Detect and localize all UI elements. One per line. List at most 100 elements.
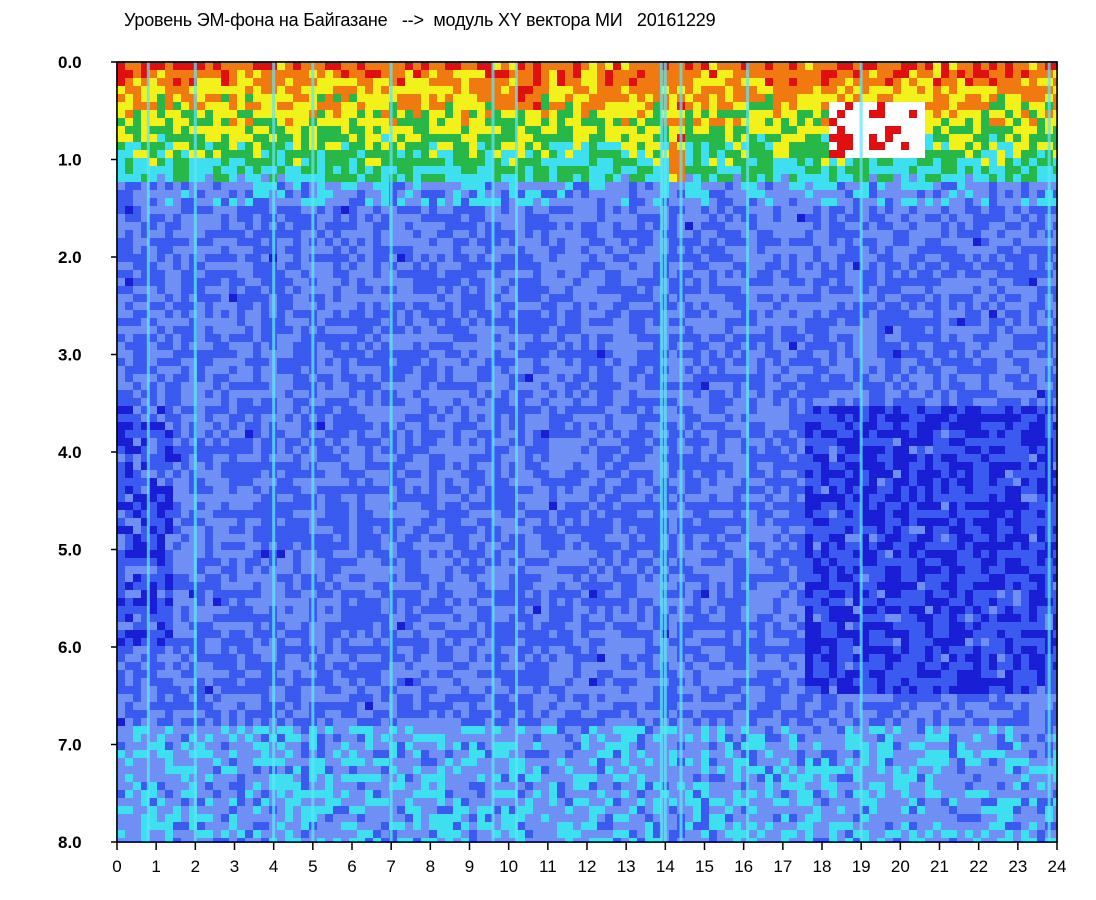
heatmap-cell [957, 326, 965, 334]
heatmap-cell [741, 214, 749, 222]
heatmap-cell [453, 198, 461, 206]
heatmap-cell [797, 190, 805, 198]
heatmap-cell [485, 302, 493, 310]
heatmap-cell [181, 326, 189, 334]
heatmap-cell [1021, 262, 1029, 270]
heatmap-cell [333, 62, 341, 70]
heatmap-cell [573, 182, 581, 190]
heatmap-cell [157, 174, 165, 182]
heatmap-cell [877, 94, 885, 102]
heatmap-cell [725, 94, 733, 102]
heatmap-cell [277, 262, 285, 270]
heatmap-cell [597, 350, 605, 358]
heatmap-cell [333, 302, 341, 310]
heatmap-cell [397, 70, 405, 78]
heatmap-cell [285, 310, 293, 318]
heatmap-cell [781, 254, 789, 262]
heatmap-cell [493, 342, 501, 350]
heatmap-cell [133, 278, 141, 286]
heatmap-cell [725, 326, 733, 334]
heatmap-cell [301, 126, 309, 134]
heatmap-cell [133, 118, 141, 126]
heatmap-cell [277, 278, 285, 286]
heatmap-cell [133, 166, 141, 174]
heatmap-cell [957, 230, 965, 238]
heatmap-cell [405, 198, 413, 206]
heatmap-cell [821, 70, 829, 78]
heatmap-cell [637, 286, 645, 294]
heatmap-cell [413, 342, 421, 350]
heatmap-cell [517, 190, 525, 198]
heatmap-cell [1013, 374, 1021, 382]
heatmap-cell [981, 358, 989, 366]
heatmap-cell [517, 182, 525, 190]
heatmap-cell [557, 342, 565, 350]
heatmap-cell [685, 278, 693, 286]
heatmap-cell [965, 350, 973, 358]
heatmap-cell [453, 214, 461, 222]
heatmap-cell [437, 374, 445, 382]
heatmap-cell [517, 102, 525, 110]
heatmap-cell [973, 350, 981, 358]
heatmap-cell [837, 126, 845, 134]
heatmap-cell [813, 86, 821, 94]
heatmap-cell [837, 238, 845, 246]
heatmap-cell [629, 134, 637, 142]
heatmap-cell [237, 174, 245, 182]
heatmap-cell [877, 382, 885, 390]
heatmap-cell [205, 254, 213, 262]
heatmap-cell [1021, 342, 1029, 350]
heatmap-cell [293, 278, 301, 286]
heatmap-cell [653, 222, 661, 230]
heatmap-cell [693, 70, 701, 78]
heatmap-cell [781, 86, 789, 94]
heatmap-cell [365, 310, 373, 318]
heatmap-cell [237, 134, 245, 142]
heatmap-cell [581, 358, 589, 366]
heatmap-cell [909, 294, 917, 302]
heatmap-cell [669, 230, 677, 238]
heatmap-cell [885, 190, 893, 198]
heatmap-cell [941, 190, 949, 198]
heatmap-cell [1053, 390, 1057, 398]
heatmap-cell [989, 110, 997, 118]
heatmap-cell [509, 118, 517, 126]
heatmap-cell [853, 166, 861, 174]
heatmap-cell [693, 342, 701, 350]
heatmap-cell [773, 142, 781, 150]
heatmap-cell [125, 246, 133, 254]
heatmap-cell [805, 278, 813, 286]
heatmap-cell [149, 214, 157, 222]
heatmap-cell [485, 142, 493, 150]
heatmap-cell [125, 286, 133, 294]
heatmap-cell [285, 206, 293, 214]
heatmap-cell [325, 390, 333, 398]
heatmap-cell [877, 342, 885, 350]
heatmap-cell [765, 238, 773, 246]
heatmap-cell [373, 142, 381, 150]
heatmap-cell [381, 358, 389, 366]
heatmap-cell [941, 382, 949, 390]
heatmap-cell [845, 198, 853, 206]
heatmap-cell [709, 206, 717, 214]
heatmap-cell [861, 70, 869, 78]
heatmap-cell [573, 110, 581, 118]
heatmap-cell [1029, 262, 1037, 270]
heatmap-cell [293, 350, 301, 358]
heatmap-cell [773, 206, 781, 214]
heatmap-cell [1005, 278, 1013, 286]
heatmap-cell [285, 230, 293, 238]
heatmap-cell [477, 230, 485, 238]
heatmap-cell [141, 390, 149, 398]
heatmap-cell [845, 150, 853, 158]
heatmap-cell [245, 198, 253, 206]
heatmap-cell [845, 142, 853, 150]
heatmap-cell [669, 78, 677, 86]
heatmap-cell [245, 126, 253, 134]
heatmap-cell [565, 374, 573, 382]
heatmap-cell [837, 190, 845, 198]
heatmap-cell [277, 174, 285, 182]
heatmap-cell [653, 150, 661, 158]
heatmap-cell [493, 366, 501, 374]
heatmap-cell [685, 190, 693, 198]
